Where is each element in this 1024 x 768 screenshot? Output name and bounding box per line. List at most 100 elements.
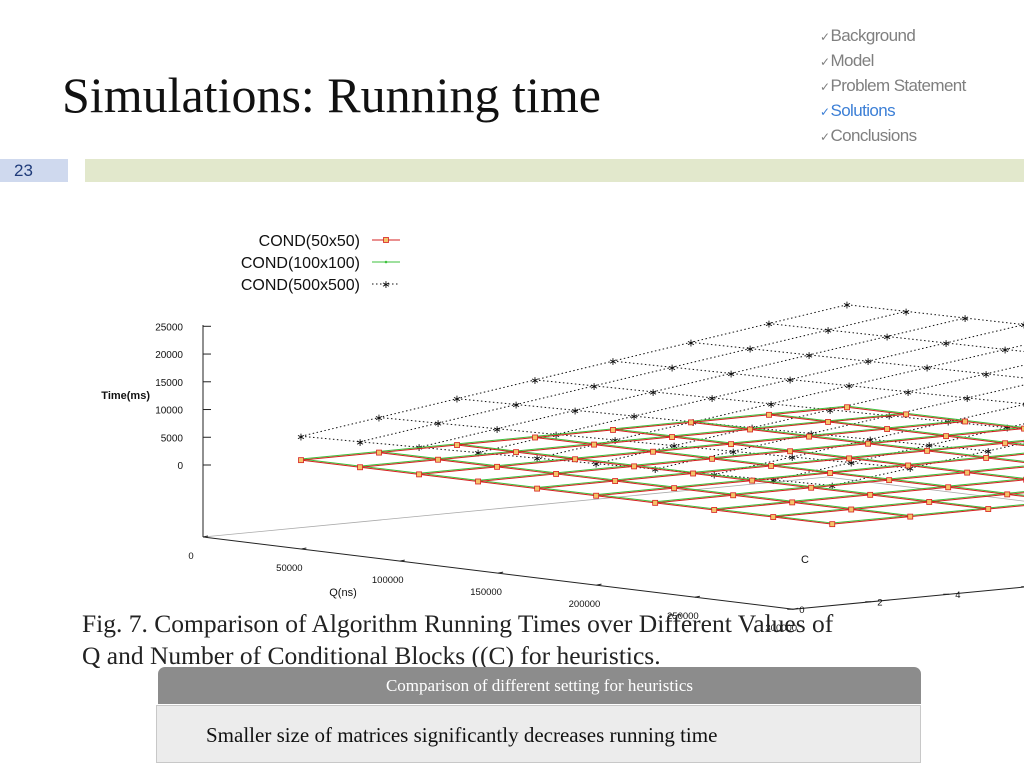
nav-item-label: Model (830, 51, 874, 70)
series-0-point (985, 506, 992, 512)
series-2-point: ∗ (530, 374, 539, 387)
series-2-grid-line (534, 379, 1024, 430)
q-tick-label: 50000 (276, 563, 302, 574)
nav-item-problem-statement[interactable]: ✓Problem Statement (820, 74, 966, 99)
series-2-point: ∗ (842, 299, 851, 312)
series-0-point (1021, 425, 1024, 432)
series-2-point: ∗ (904, 386, 913, 399)
series-0-point (534, 485, 541, 492)
series-2-point: ∗ (925, 439, 934, 452)
series-0-point (650, 448, 656, 455)
series-1-grid-line (690, 420, 1024, 462)
nav-item-label: Problem Statement (830, 76, 966, 95)
series-2-point: ∗ (984, 445, 993, 458)
series-0-point (612, 478, 619, 484)
series-0-point (787, 448, 793, 455)
series-2-grid-line (846, 304, 1024, 326)
series-2-point: ∗ (960, 312, 969, 325)
figure-caption: Fig. 7. Comparison of Algorithm Running … (82, 608, 952, 672)
header-divider-bar (85, 159, 1024, 182)
caption-line-2: Q and Number of Conditional Blocks ((C) … (82, 641, 661, 670)
series-0-point (747, 426, 753, 433)
series-0-point (924, 447, 931, 454)
series-0-point (688, 419, 694, 426)
series-0-point (962, 418, 968, 425)
series-2-point: ∗ (866, 433, 875, 446)
series-2-point: ∗ (906, 462, 915, 475)
nav-item-solutions[interactable]: ✓Solutions (820, 99, 966, 124)
series-0-point (454, 442, 460, 448)
z-tick-label: 20000 (155, 350, 183, 361)
nav-item-background[interactable]: ✓Background (820, 24, 966, 49)
z-tick-label: 10000 (155, 406, 183, 417)
series-0-point (631, 463, 637, 470)
series-0-grid-line (846, 406, 1024, 430)
series-2-point: ∗ (592, 458, 601, 471)
z-axis-label: Time(ms) (101, 390, 150, 402)
series-2-point: ∗ (589, 380, 598, 393)
series-0-point (886, 477, 893, 484)
series-1-grid-line (832, 503, 1024, 524)
series-2-point: ∗ (764, 318, 773, 331)
series-1-grid-line (655, 465, 1024, 503)
series-1-grid-line (378, 450, 911, 517)
series-1-grid-line (773, 491, 1024, 517)
series-2-point: ∗ (823, 324, 832, 337)
series-1-grid-line (300, 405, 848, 460)
series-2-point: ∗ (374, 412, 383, 425)
series-0-grid-line (832, 505, 1024, 525)
series-0-point (964, 469, 971, 476)
c-axis-label: C (801, 554, 809, 566)
series-2-point: ∗ (901, 305, 910, 318)
legend-marker: ∗ (381, 278, 390, 291)
series-1-grid-line (456, 443, 989, 509)
series-2-point: ∗ (296, 430, 305, 443)
series-2-grid-line (690, 341, 1024, 379)
series-0-grid-line (596, 453, 1024, 497)
series-2-grid-line (477, 324, 1024, 454)
series-0-point (669, 434, 675, 440)
series-0-point (709, 455, 715, 462)
series-2-point: ∗ (686, 336, 695, 349)
series-2-point: ∗ (826, 404, 835, 417)
series-0-grid-line (690, 421, 1024, 464)
series-0-point (943, 433, 949, 440)
nav-item-label: Conclusions (830, 126, 917, 145)
series-2-point: ∗ (847, 457, 856, 470)
series-2-grid-line (596, 364, 1024, 465)
series-0-point (903, 411, 909, 418)
q-axis-label: Q(ns) (329, 587, 357, 599)
series-0-point (610, 427, 616, 433)
series-0-grid-line (768, 414, 1024, 447)
nav-item-model[interactable]: ✓Model (820, 49, 966, 74)
q-tick-label: 300000 (765, 623, 797, 634)
series-2-point: ∗ (533, 452, 542, 465)
series-0-point (770, 514, 777, 520)
series-2-point: ∗ (923, 362, 932, 375)
series-2-point: ∗ (726, 367, 735, 380)
series-2-point: ∗ (570, 404, 579, 417)
series-0-grid-line (300, 406, 848, 461)
series-1-grid-line (714, 478, 1024, 510)
checkmark-icon: ✓ (820, 80, 830, 94)
q-tick-mark (399, 559, 405, 562)
series-2-grid-line (612, 360, 1024, 405)
series-0-point (749, 477, 756, 484)
series-2-point: ∗ (551, 428, 560, 441)
caption-line-1: Fig. 7. Comparison of Algorithm Running … (82, 609, 834, 638)
series-1-grid-line (300, 458, 833, 524)
series-2-point: ∗ (1003, 422, 1012, 435)
series-0-grid-line (612, 429, 1024, 480)
series-0-point (829, 521, 836, 528)
series-0-point (789, 499, 796, 506)
q-axis-back-line (826, 476, 1024, 502)
series-2-point: ∗ (648, 386, 657, 399)
q-tick-label: 100000 (372, 575, 404, 586)
series-0-point (690, 470, 697, 477)
series-0-point (825, 419, 831, 425)
series-2-point: ∗ (845, 380, 854, 393)
series-2-point: ∗ (1019, 319, 1024, 332)
series-2-point: ∗ (804, 349, 813, 362)
checkmark-icon: ✓ (820, 105, 830, 119)
nav-item-conclusions[interactable]: ✓Conclusions (820, 124, 966, 149)
